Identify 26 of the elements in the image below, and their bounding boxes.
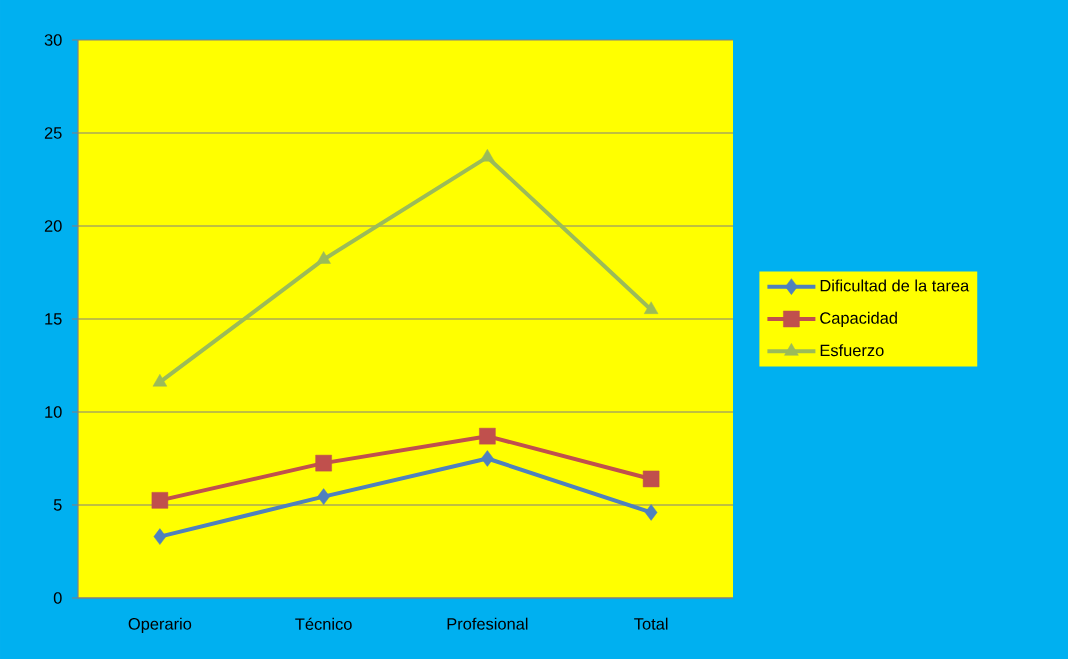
point bbox=[480, 148, 495, 162]
legend-label: Capacidad bbox=[820, 311, 897, 328]
y-tick-label: 25 bbox=[44, 127, 62, 139]
point bbox=[316, 251, 331, 264]
y-tick-label: 30 bbox=[44, 34, 62, 46]
x-tick-label: Profesional bbox=[447, 617, 528, 630]
point bbox=[153, 528, 167, 545]
point bbox=[317, 488, 330, 505]
y-tick-label: 15 bbox=[45, 313, 62, 325]
legend-label: Dificultad de la tarea bbox=[820, 279, 970, 292]
point bbox=[644, 504, 658, 521]
point bbox=[642, 470, 660, 488]
point bbox=[481, 450, 494, 467]
y-tick-label: 0 bbox=[53, 592, 62, 604]
point bbox=[479, 427, 496, 445]
point bbox=[315, 454, 332, 472]
point bbox=[152, 373, 168, 387]
x-tick-label: Operario bbox=[128, 617, 192, 633]
y-tick-label: 10 bbox=[45, 406, 62, 418]
y-tick-label: 5 bbox=[53, 499, 62, 511]
point bbox=[643, 301, 659, 314]
x-tick-label: Total bbox=[634, 617, 668, 630]
point bbox=[151, 492, 169, 509]
y-tick-label: 20 bbox=[44, 220, 62, 232]
legend-label: Esfuerzo bbox=[820, 344, 884, 357]
x-tick-label: Técnico bbox=[295, 617, 352, 630]
